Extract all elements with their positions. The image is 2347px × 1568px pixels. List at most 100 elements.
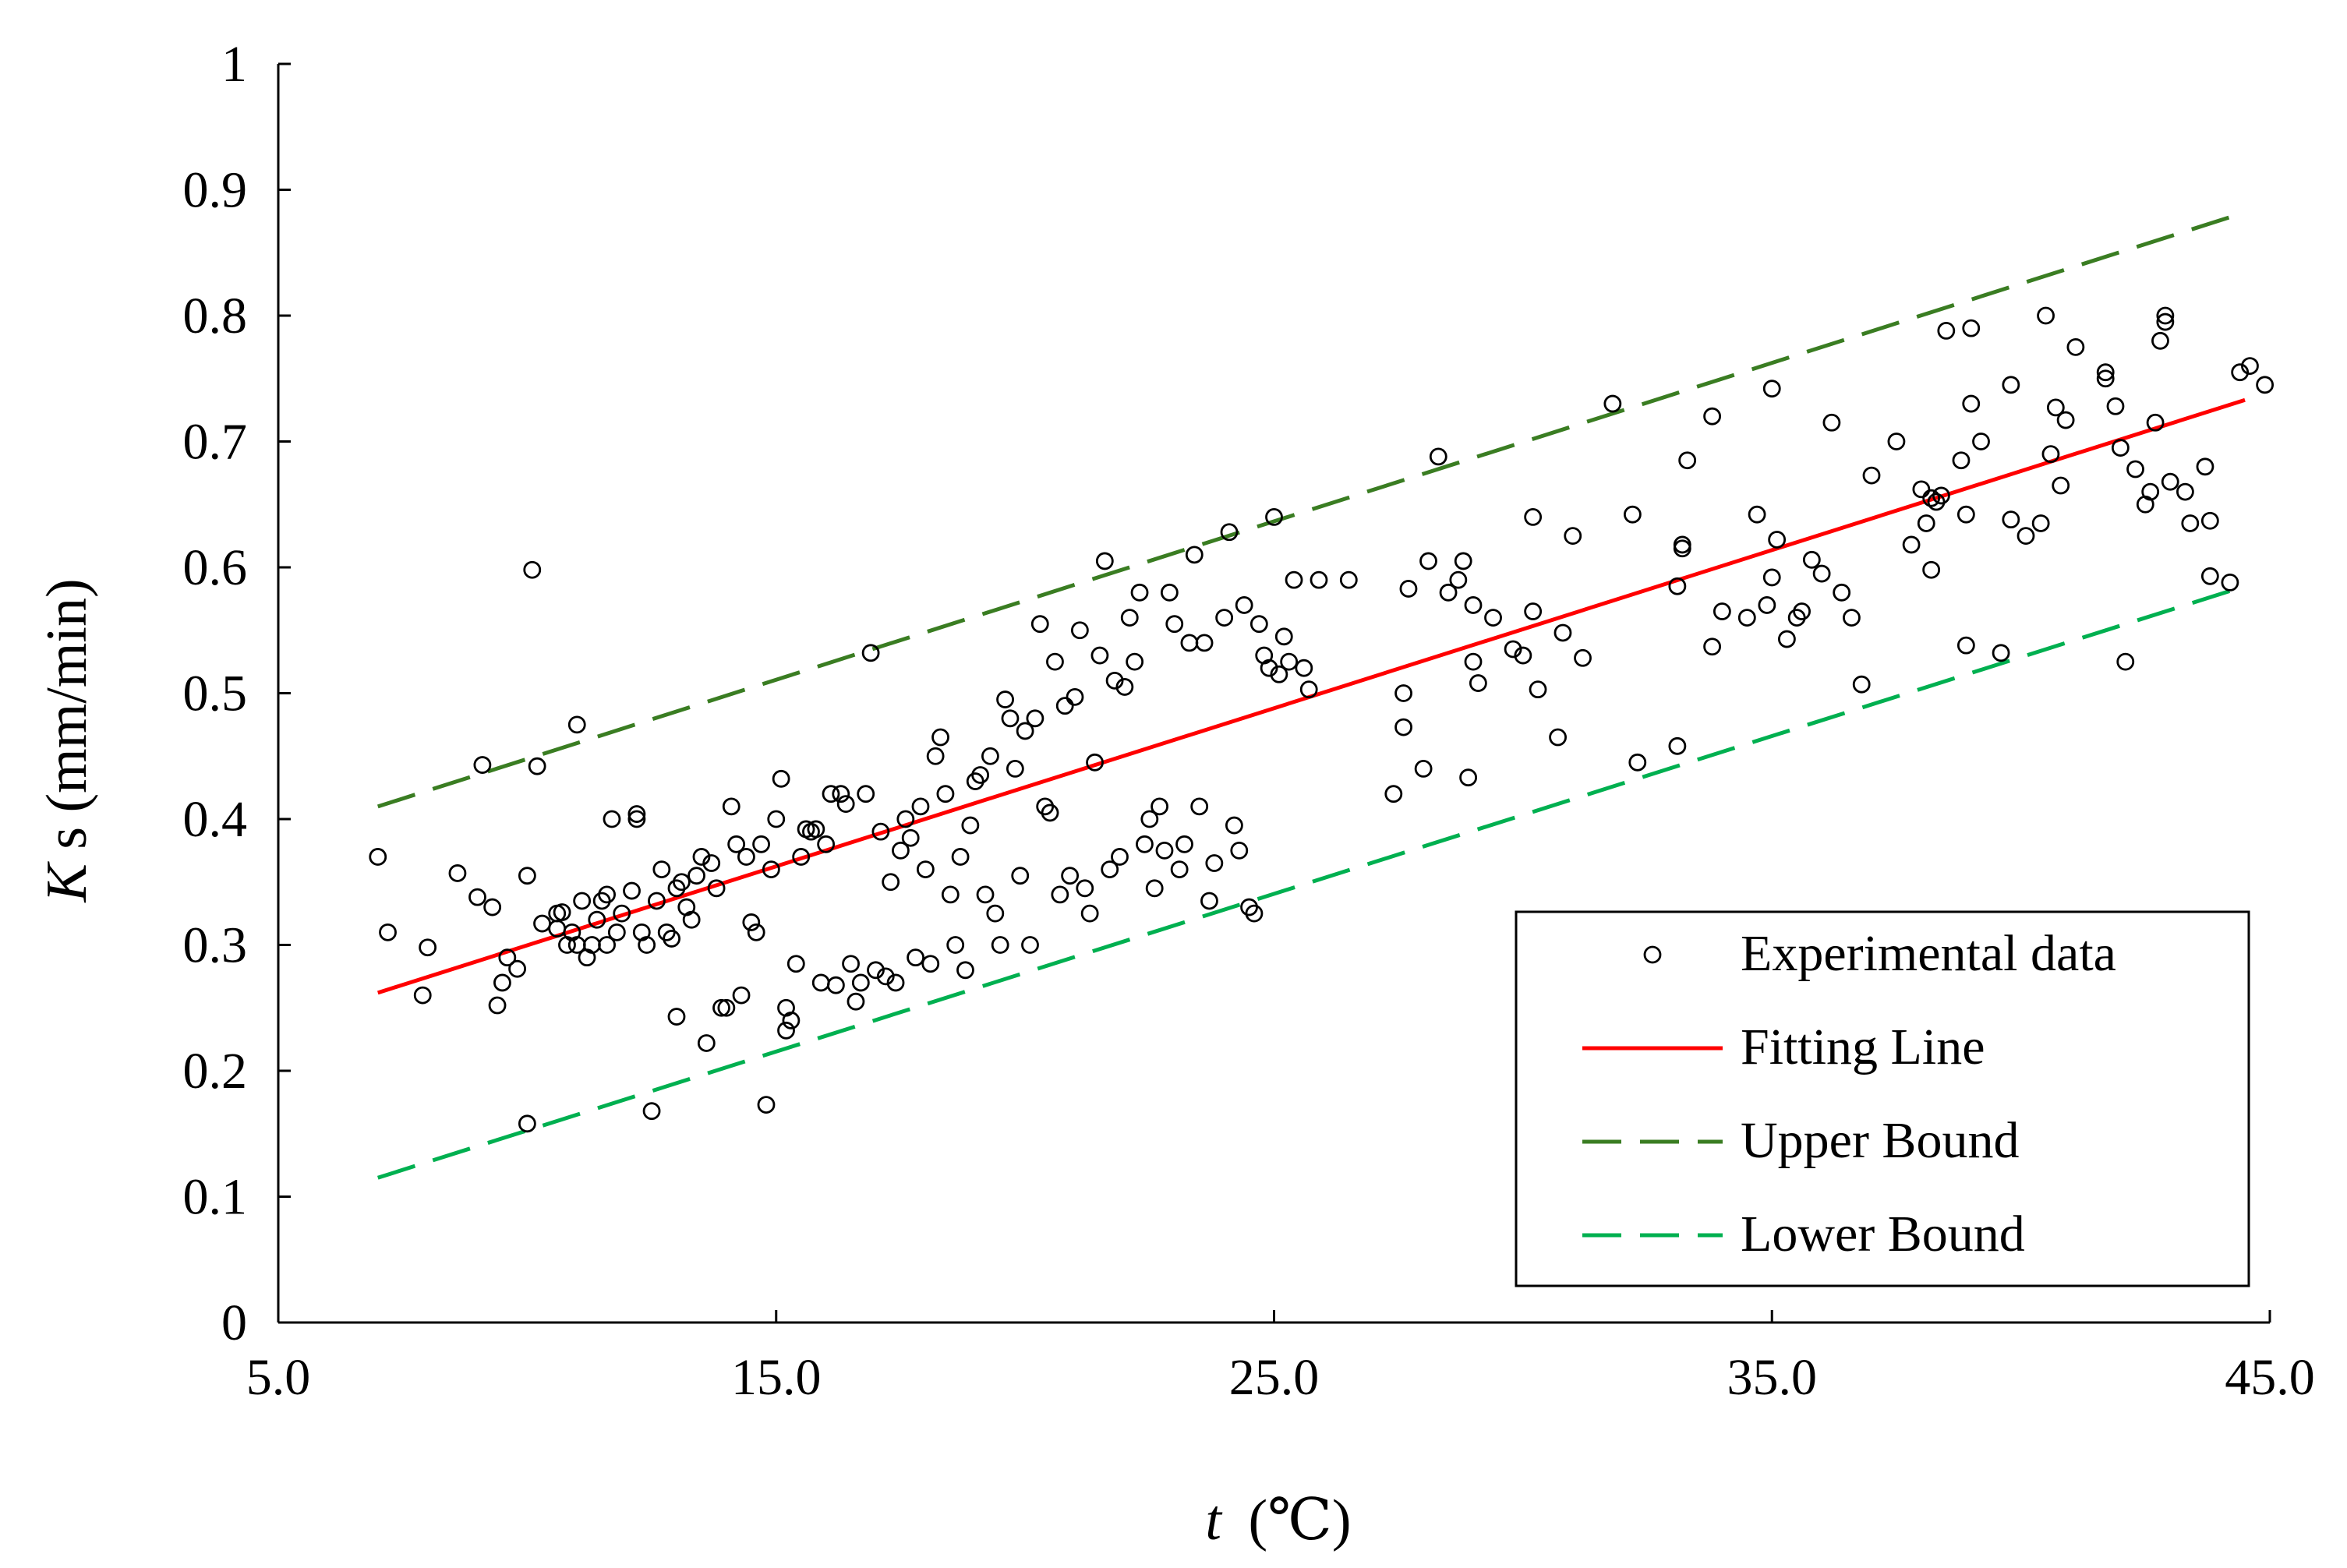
data-point bbox=[1758, 596, 1776, 614]
data-point bbox=[638, 936, 656, 954]
data-point bbox=[1220, 523, 1239, 542]
data-point bbox=[1822, 413, 1841, 432]
data-point bbox=[1713, 602, 1731, 620]
data-point bbox=[2031, 514, 2050, 532]
data-point bbox=[1280, 652, 1299, 671]
data-point bbox=[1260, 659, 1278, 677]
data-point bbox=[483, 898, 502, 916]
data-point bbox=[1235, 596, 1253, 614]
data-point bbox=[851, 973, 870, 992]
data-point bbox=[2176, 482, 2194, 501]
data-point bbox=[1902, 535, 1921, 554]
data-point bbox=[1086, 753, 1104, 772]
data-point bbox=[1464, 652, 1483, 671]
data-point bbox=[468, 888, 486, 906]
data-point bbox=[1922, 489, 1941, 507]
data-point bbox=[832, 785, 850, 803]
data-point bbox=[369, 848, 387, 866]
data-point bbox=[916, 860, 935, 878]
data-point bbox=[2116, 652, 2135, 671]
data-point bbox=[896, 810, 915, 828]
data-point bbox=[667, 1008, 686, 1026]
data-point bbox=[1225, 816, 1243, 835]
data-point bbox=[598, 936, 616, 954]
data-point bbox=[573, 892, 592, 910]
data-point bbox=[1952, 451, 1971, 470]
data-point bbox=[1016, 722, 1034, 740]
data-point bbox=[1249, 615, 1268, 634]
data-point bbox=[717, 998, 736, 1017]
data-point bbox=[1215, 609, 1234, 627]
data-point bbox=[777, 1021, 795, 1040]
points-layer bbox=[369, 306, 2275, 1133]
data-point bbox=[603, 810, 621, 828]
data-point bbox=[2151, 331, 2169, 350]
data-point bbox=[727, 835, 746, 853]
data-point bbox=[1553, 623, 1572, 642]
data-point bbox=[991, 936, 1009, 954]
data-point bbox=[1394, 718, 1412, 736]
legend-label-lower-bound: Lower Bound bbox=[1741, 1206, 2025, 1263]
data-point bbox=[1564, 527, 1582, 546]
y-tick-label: 0.4 bbox=[183, 791, 248, 848]
data-point bbox=[926, 747, 945, 765]
x-tick-label: 45.0 bbox=[2225, 1349, 2315, 1406]
x-tick-label: 5.0 bbox=[246, 1349, 311, 1406]
data-point bbox=[996, 690, 1014, 708]
y-tick-label: 0.1 bbox=[183, 1169, 248, 1226]
data-point bbox=[1245, 904, 1264, 923]
data-point bbox=[2256, 376, 2275, 394]
data-point bbox=[1843, 609, 1861, 627]
data-point bbox=[1384, 785, 1403, 803]
data-point bbox=[1524, 602, 1543, 620]
data-point bbox=[1748, 505, 1766, 524]
legend-label-upper-bound: Upper Bound bbox=[1741, 1112, 2019, 1169]
data-point bbox=[1678, 451, 1697, 470]
data-point bbox=[892, 841, 910, 860]
data-point bbox=[1076, 879, 1094, 898]
data-point bbox=[1399, 580, 1418, 598]
data-point bbox=[1295, 659, 1313, 677]
data-point bbox=[682, 910, 701, 929]
data-point bbox=[1628, 753, 1647, 772]
legend-label-fitting-line: Fitting Line bbox=[1741, 1019, 1985, 1075]
data-point bbox=[772, 769, 790, 788]
data-point bbox=[1429, 447, 1447, 466]
legend-marker-experimental-data bbox=[1643, 945, 1662, 964]
data-point bbox=[2146, 413, 2165, 432]
data-point bbox=[1454, 552, 1472, 570]
data-point bbox=[1524, 508, 1543, 526]
data-point bbox=[1105, 671, 1124, 690]
data-point bbox=[752, 835, 770, 853]
data-point bbox=[1972, 433, 1990, 450]
data-point bbox=[737, 848, 755, 866]
data-point bbox=[1205, 854, 1224, 872]
data-point bbox=[882, 873, 900, 892]
data-point bbox=[1862, 466, 1881, 485]
data-point bbox=[607, 923, 626, 941]
x-axis-title: t (℃) bbox=[1205, 1489, 1351, 1552]
data-point bbox=[1529, 680, 1547, 699]
data-point bbox=[1793, 602, 1811, 620]
data-point bbox=[518, 867, 536, 885]
data-point bbox=[623, 881, 641, 900]
legend-label-experimental-data: Experimental data bbox=[1741, 925, 2116, 982]
data-point bbox=[2141, 482, 2160, 501]
data-point bbox=[1310, 570, 1328, 589]
data-point bbox=[1160, 583, 1179, 602]
data-point bbox=[488, 996, 507, 1015]
data-point bbox=[2156, 306, 2175, 325]
data-point bbox=[1762, 380, 1781, 398]
data-point bbox=[1464, 596, 1483, 614]
data-point bbox=[627, 805, 646, 823]
data-point bbox=[1574, 648, 1592, 667]
data-point bbox=[1887, 433, 1906, 450]
data-point bbox=[1270, 665, 1288, 683]
data-point bbox=[1833, 583, 1851, 602]
data-point bbox=[1912, 480, 1931, 499]
data-point bbox=[1190, 797, 1209, 816]
data-point bbox=[1155, 841, 1174, 860]
data-point bbox=[842, 955, 860, 973]
data-point bbox=[2096, 363, 2115, 382]
data-point bbox=[951, 848, 970, 866]
